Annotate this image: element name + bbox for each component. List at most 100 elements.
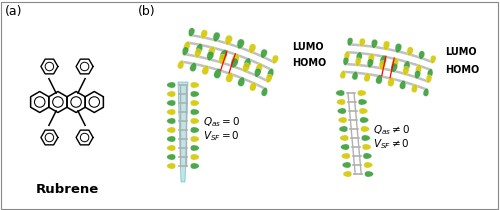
Polygon shape bbox=[340, 135, 348, 141]
Polygon shape bbox=[202, 65, 209, 75]
Polygon shape bbox=[254, 68, 261, 77]
Polygon shape bbox=[344, 51, 350, 59]
Polygon shape bbox=[360, 117, 368, 123]
Polygon shape bbox=[414, 70, 420, 79]
Polygon shape bbox=[219, 54, 226, 64]
Polygon shape bbox=[338, 108, 346, 114]
Polygon shape bbox=[167, 145, 175, 151]
Polygon shape bbox=[359, 108, 368, 114]
Polygon shape bbox=[343, 57, 349, 65]
Polygon shape bbox=[388, 77, 394, 87]
Polygon shape bbox=[167, 127, 175, 133]
Polygon shape bbox=[383, 41, 390, 50]
Polygon shape bbox=[362, 135, 370, 141]
Polygon shape bbox=[342, 153, 350, 159]
Polygon shape bbox=[261, 88, 268, 96]
Polygon shape bbox=[358, 90, 366, 96]
Text: Rubrene: Rubrene bbox=[36, 183, 98, 196]
Polygon shape bbox=[167, 163, 175, 169]
Text: $V_{SF} = 0$: $V_{SF} = 0$ bbox=[203, 129, 240, 143]
Polygon shape bbox=[208, 46, 215, 56]
Polygon shape bbox=[360, 38, 366, 47]
Polygon shape bbox=[268, 68, 274, 77]
Text: HOMO: HOMO bbox=[445, 65, 479, 75]
Polygon shape bbox=[367, 59, 374, 68]
Text: (b): (b) bbox=[138, 5, 156, 18]
Polygon shape bbox=[190, 118, 199, 124]
Polygon shape bbox=[190, 82, 199, 88]
Text: $Q_{as} \neq 0$: $Q_{as} \neq 0$ bbox=[373, 123, 410, 137]
Polygon shape bbox=[364, 171, 374, 177]
Polygon shape bbox=[201, 30, 207, 39]
Polygon shape bbox=[242, 63, 250, 72]
Polygon shape bbox=[260, 49, 268, 58]
Polygon shape bbox=[190, 127, 199, 133]
Polygon shape bbox=[358, 99, 367, 105]
Polygon shape bbox=[362, 144, 371, 150]
Polygon shape bbox=[214, 68, 221, 79]
Polygon shape bbox=[238, 77, 245, 87]
Polygon shape bbox=[339, 126, 348, 132]
Polygon shape bbox=[380, 55, 386, 64]
Polygon shape bbox=[404, 61, 410, 70]
Polygon shape bbox=[256, 63, 262, 72]
Polygon shape bbox=[213, 32, 220, 42]
Text: LUMO: LUMO bbox=[292, 42, 324, 52]
Polygon shape bbox=[167, 91, 175, 97]
Polygon shape bbox=[182, 47, 188, 55]
Polygon shape bbox=[184, 41, 190, 50]
Polygon shape bbox=[391, 63, 398, 72]
Polygon shape bbox=[412, 84, 418, 93]
Polygon shape bbox=[360, 126, 370, 132]
Polygon shape bbox=[430, 55, 436, 63]
Polygon shape bbox=[364, 73, 370, 82]
Polygon shape bbox=[416, 64, 422, 73]
Polygon shape bbox=[352, 71, 358, 80]
Polygon shape bbox=[336, 90, 344, 96]
Polygon shape bbox=[364, 162, 372, 168]
Polygon shape bbox=[225, 35, 232, 45]
Polygon shape bbox=[167, 100, 175, 106]
Polygon shape bbox=[167, 154, 175, 160]
Text: (a): (a) bbox=[5, 5, 22, 18]
Text: LUMO: LUMO bbox=[445, 47, 476, 57]
Polygon shape bbox=[190, 136, 199, 142]
Polygon shape bbox=[343, 171, 352, 177]
Polygon shape bbox=[167, 82, 175, 88]
Polygon shape bbox=[167, 109, 175, 115]
Polygon shape bbox=[178, 60, 184, 69]
Polygon shape bbox=[167, 118, 175, 124]
Text: HOMO: HOMO bbox=[292, 58, 326, 68]
Polygon shape bbox=[347, 38, 353, 46]
Text: $V_{SF} \neq 0$: $V_{SF} \neq 0$ bbox=[373, 137, 410, 151]
Polygon shape bbox=[363, 153, 372, 159]
Polygon shape bbox=[342, 162, 351, 168]
Polygon shape bbox=[196, 43, 202, 52]
Polygon shape bbox=[272, 55, 278, 64]
Polygon shape bbox=[355, 58, 361, 66]
Polygon shape bbox=[427, 69, 433, 77]
Polygon shape bbox=[232, 53, 239, 63]
Polygon shape bbox=[207, 51, 214, 61]
Polygon shape bbox=[407, 47, 414, 56]
Polygon shape bbox=[190, 145, 199, 151]
Polygon shape bbox=[249, 44, 256, 53]
Polygon shape bbox=[376, 75, 382, 84]
Polygon shape bbox=[220, 50, 228, 59]
Polygon shape bbox=[336, 99, 345, 105]
Text: $Q_{as} = 0$: $Q_{as} = 0$ bbox=[203, 115, 240, 129]
Polygon shape bbox=[392, 58, 398, 67]
Polygon shape bbox=[190, 100, 199, 106]
Polygon shape bbox=[244, 58, 251, 67]
Polygon shape bbox=[237, 39, 244, 49]
Polygon shape bbox=[190, 163, 199, 169]
Polygon shape bbox=[178, 82, 188, 182]
Polygon shape bbox=[395, 43, 402, 53]
Polygon shape bbox=[379, 60, 386, 70]
Polygon shape bbox=[426, 75, 432, 83]
Polygon shape bbox=[400, 80, 406, 89]
Polygon shape bbox=[423, 88, 429, 96]
Polygon shape bbox=[194, 49, 202, 58]
Polygon shape bbox=[231, 58, 238, 68]
Polygon shape bbox=[190, 109, 199, 115]
